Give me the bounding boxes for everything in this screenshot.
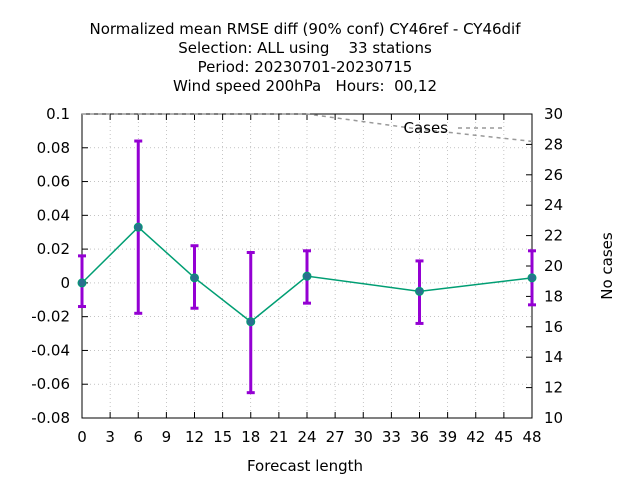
x-tick-label: 36 [410, 428, 429, 446]
x-tick-label: 3 [105, 428, 115, 446]
title-line-3: Period: 20230701-20230715 [198, 58, 413, 76]
x-axis-label: Forecast length [247, 457, 363, 475]
y-tick-label: 0 [60, 274, 70, 292]
y2-tick-label: 24 [544, 196, 563, 214]
y-tick-label: -0.04 [31, 341, 70, 359]
y2-tick-label: 22 [544, 227, 563, 245]
data-point [246, 317, 256, 327]
y-tick-label: -0.08 [31, 409, 70, 427]
legend: Cases [403, 119, 503, 137]
data-point [133, 222, 143, 232]
data-point [527, 273, 537, 283]
x-tick-label: 21 [269, 428, 288, 446]
y-tick-label: 0.08 [37, 139, 70, 157]
y2-tick-label: 28 [544, 135, 563, 153]
y2-axis-label: No cases [598, 232, 616, 300]
cases-series [82, 113, 533, 143]
y2-tick-label: 26 [544, 166, 563, 184]
tick-labels: 0 3 6 9 12 15 18 21 24 27 30 33 36 39 42 45 48-0.08-0.06… [31, 105, 563, 446]
x-tick-label: 33 [382, 428, 401, 446]
legend-label-cases: Cases [403, 119, 448, 137]
x-tick-label: 24 [297, 428, 316, 446]
x-tick-label: 27 [326, 428, 345, 446]
data-point [190, 273, 199, 283]
title-line-2: Selection: ALL using 33 stations [178, 39, 432, 57]
y2-tick-label: 18 [544, 287, 563, 305]
y2-tick-label: 14 [544, 348, 563, 366]
y2-tick-label: 12 [544, 379, 563, 397]
title-line-4: Wind speed 200hPa Hours: 00,12 [173, 77, 437, 95]
y2-tick-label: 30 [544, 105, 563, 123]
x-tick-label: 39 [438, 428, 457, 446]
y-tick-label: 0.04 [37, 206, 70, 224]
y-tick-label: -0.02 [31, 308, 70, 326]
x-tick-label: 6 [133, 428, 143, 446]
x-tick-label: 9 [162, 428, 172, 446]
y-tick-label: 0.02 [37, 240, 70, 258]
y2-tick-label: 10 [544, 409, 563, 427]
cases-line [82, 113, 533, 143]
x-tick-label: 48 [522, 428, 541, 446]
x-tick-label: 42 [466, 428, 485, 446]
data-point [302, 271, 312, 281]
x-tick-label: 45 [494, 428, 513, 446]
y-tick-label: 0.06 [37, 173, 70, 191]
chart-title: Normalized mean RMSE diff (90% conf) CY4… [89, 20, 521, 95]
x-tick-label: 30 [354, 428, 373, 446]
y2-tick-label: 20 [544, 257, 563, 275]
data-point [77, 278, 87, 288]
main-series [77, 222, 537, 327]
x-tick-label: 12 [185, 428, 204, 446]
y2-tick-label: 16 [544, 318, 563, 336]
x-tick-label: 0 [77, 428, 87, 446]
y-tick-label: -0.06 [31, 375, 70, 393]
x-tick-label: 18 [241, 428, 260, 446]
title-line-1: Normalized mean RMSE diff (90% conf) CY4… [89, 20, 521, 38]
x-tick-label: 15 [213, 428, 232, 446]
data-point [415, 286, 424, 296]
y-tick-label: 0.1 [46, 105, 70, 123]
